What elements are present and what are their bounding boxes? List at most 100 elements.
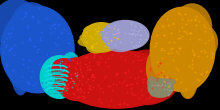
Point (65, 75, 68, 76)
Point (116, 72, 119, 74)
Point (106, 65, 110, 67)
Point (112, 27, 116, 29)
Point (192, 53, 196, 55)
Point (70, 77, 73, 79)
Ellipse shape (151, 46, 194, 81)
Point (133, 95, 137, 96)
Point (113, 44, 117, 46)
Point (36, 19, 39, 21)
Point (87, 84, 90, 86)
Point (163, 88, 166, 90)
Point (166, 94, 169, 96)
Point (79, 91, 82, 93)
Point (67, 65, 71, 66)
Point (162, 75, 166, 76)
Point (163, 81, 167, 83)
Point (144, 58, 147, 59)
Ellipse shape (12, 32, 44, 64)
Point (178, 47, 181, 49)
Point (165, 18, 169, 20)
Ellipse shape (8, 54, 48, 91)
Point (161, 47, 164, 49)
Point (177, 69, 180, 71)
Point (71, 92, 74, 94)
Point (194, 24, 198, 26)
Point (79, 69, 82, 70)
Point (205, 71, 209, 72)
Ellipse shape (11, 43, 31, 95)
Point (183, 13, 186, 15)
Ellipse shape (44, 77, 54, 94)
Point (160, 72, 163, 73)
Point (122, 80, 126, 81)
Point (77, 79, 80, 81)
Point (88, 68, 91, 70)
Point (107, 105, 110, 106)
Point (38, 7, 41, 9)
Point (11, 70, 15, 71)
Point (88, 87, 91, 89)
Point (88, 35, 92, 37)
Point (167, 93, 170, 95)
Point (139, 70, 142, 71)
Point (180, 18, 183, 20)
Ellipse shape (64, 65, 77, 91)
Point (160, 83, 164, 85)
Point (92, 54, 96, 55)
Point (72, 72, 76, 74)
Point (90, 73, 93, 75)
Point (136, 55, 140, 57)
Point (9, 32, 12, 34)
Point (39, 39, 43, 41)
Point (27, 26, 30, 27)
Point (105, 37, 109, 38)
Point (95, 61, 99, 63)
Point (23, 11, 26, 13)
Point (156, 84, 160, 86)
Point (74, 84, 77, 86)
Point (80, 83, 83, 85)
Point (137, 30, 140, 32)
Point (169, 52, 173, 54)
Point (56, 82, 60, 84)
Point (55, 72, 58, 74)
Point (84, 63, 87, 64)
Point (191, 49, 194, 50)
Point (198, 21, 201, 22)
Point (53, 42, 57, 43)
Point (64, 74, 67, 76)
Point (140, 94, 144, 96)
Point (115, 37, 119, 39)
Point (64, 89, 68, 91)
Point (33, 45, 36, 47)
Point (84, 41, 88, 43)
Point (1, 51, 5, 53)
Point (132, 93, 135, 94)
Point (50, 84, 54, 85)
Point (182, 30, 186, 32)
Ellipse shape (116, 33, 147, 42)
Point (24, 13, 28, 14)
Point (28, 37, 31, 38)
Point (162, 49, 166, 51)
Ellipse shape (0, 0, 40, 49)
Point (64, 80, 67, 82)
Point (117, 82, 121, 83)
Point (124, 84, 128, 86)
Point (132, 30, 136, 31)
Point (174, 67, 178, 69)
Point (98, 87, 101, 89)
Point (60, 82, 63, 84)
Point (155, 84, 159, 86)
Point (9, 36, 12, 38)
Point (188, 32, 192, 34)
Point (80, 76, 84, 78)
Ellipse shape (181, 23, 218, 61)
Point (60, 80, 63, 82)
Point (70, 56, 74, 58)
Point (23, 16, 26, 17)
Ellipse shape (81, 22, 121, 53)
Point (80, 74, 83, 75)
Point (68, 81, 72, 83)
Point (63, 62, 67, 64)
